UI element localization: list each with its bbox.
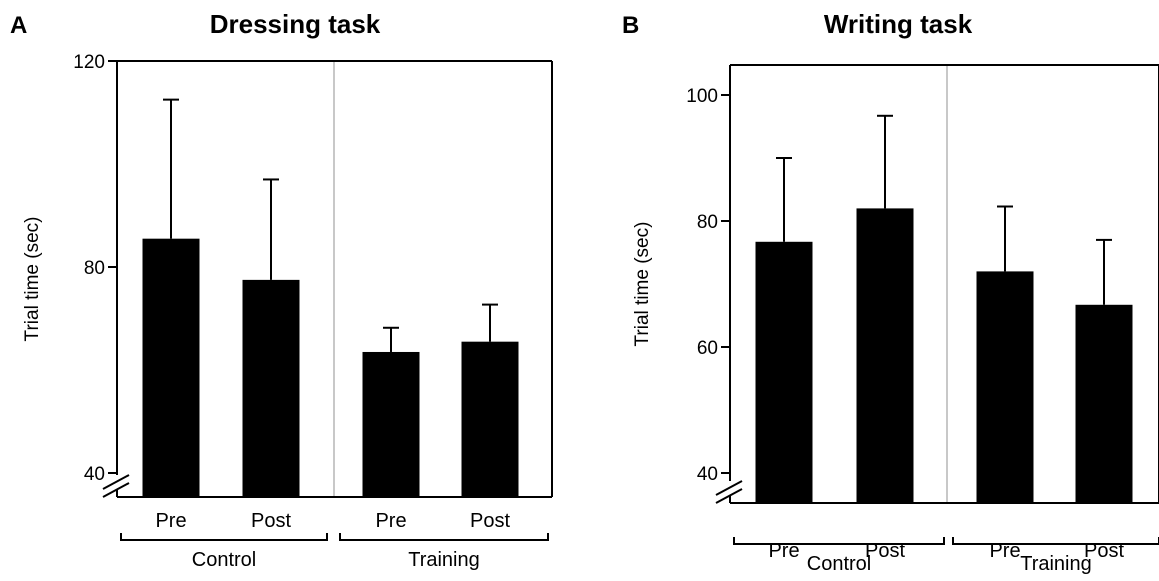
bar [976, 271, 1034, 503]
bar [242, 279, 300, 497]
chart-title: Dressing task [210, 9, 381, 39]
x-tick-label: Post [1084, 540, 1124, 562]
bar [755, 241, 813, 504]
group-label: Training [408, 549, 480, 571]
group-label: Control [192, 549, 256, 571]
y-tick-label: 80 [84, 258, 105, 279]
y-axis-label: Trial time (sec) [632, 222, 653, 347]
x-tick-label: Pre [989, 540, 1020, 562]
y-tick-label: 120 [73, 52, 105, 73]
x-tick-label: Pre [155, 510, 186, 532]
axis-break-mark [102, 482, 130, 498]
axis-break-mark [102, 474, 130, 490]
x-tick-label: Post [251, 510, 291, 532]
y-axis-label: Trial time (sec) [22, 217, 43, 342]
panel-letter: B [622, 12, 639, 39]
axis-break-mark [715, 480, 743, 496]
y-tick-label: 60 [697, 338, 718, 359]
x-tick-label: Post [865, 540, 905, 562]
y-tick-label: 100 [686, 86, 718, 107]
group-bracket [120, 533, 328, 541]
group-bracket [952, 537, 1159, 545]
y-tick-label: 40 [84, 464, 105, 485]
axis-break-mark [715, 488, 743, 504]
panel-b: B Writing task Trial time (sec) Pre Post Pre P… [622, 9, 1159, 575]
x-tick-label: Post [470, 510, 510, 532]
bar [362, 351, 420, 497]
panel-letter: A [10, 12, 27, 39]
bar [142, 238, 200, 498]
y-tick-label: 40 [697, 464, 718, 485]
bar [856, 208, 914, 503]
panel-a: A Dressing task Trial time (sec) Pre Post Pre… [10, 9, 553, 571]
y-tick-label: 80 [697, 212, 718, 233]
bar [1075, 304, 1133, 503]
x-tick-label: Pre [768, 540, 799, 562]
chart-title: Writing task [824, 9, 973, 39]
bar [461, 341, 519, 497]
group-bracket [733, 537, 945, 545]
group-label: Training [1020, 553, 1092, 575]
group-label: Control [807, 553, 871, 575]
x-tick-label: Pre [375, 510, 406, 532]
group-bracket [339, 533, 549, 541]
